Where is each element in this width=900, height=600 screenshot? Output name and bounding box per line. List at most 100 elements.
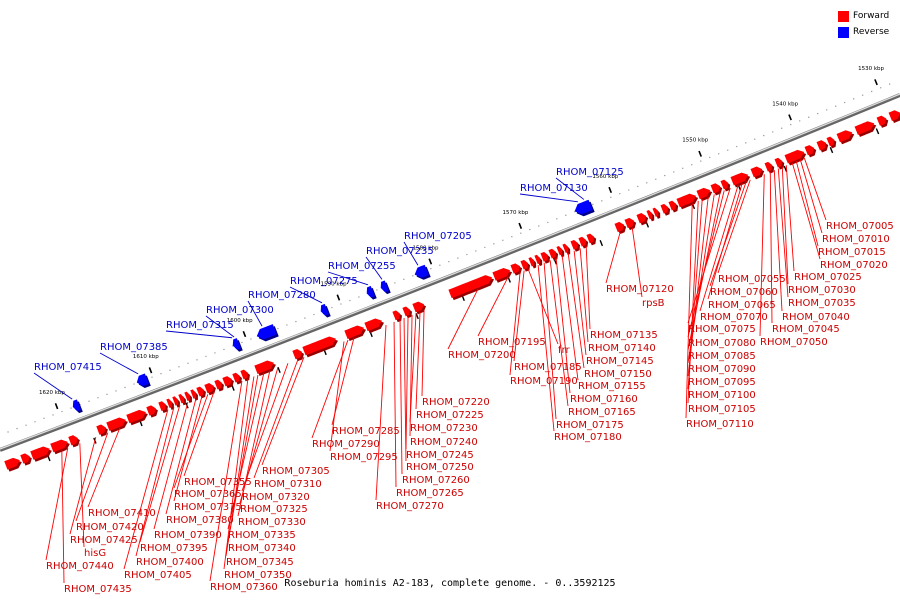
leader-line — [87, 427, 121, 508]
leader-line — [79, 443, 85, 548]
gene-label: RHOM_07045 — [772, 324, 840, 335]
gene-label: RHOM_07350 — [224, 570, 292, 581]
gene-label: RHOM_07020 — [820, 260, 888, 271]
gene-label: RHOM_07225 — [416, 410, 484, 421]
minor-tick — [556, 218, 558, 220]
gene-label: RHOM_07230 — [410, 423, 478, 434]
minor-tick — [412, 275, 414, 277]
leader-line — [247, 300, 263, 327]
minor-tick — [817, 112, 819, 115]
reverse-swatch — [838, 26, 849, 38]
leader-line — [685, 203, 693, 419]
axis-tick-label: 1590 kbp — [321, 281, 347, 287]
major-tick — [608, 186, 613, 194]
reverse-gene — [414, 264, 429, 278]
gene-label: RHOM_07400 — [136, 557, 204, 568]
minor-tick — [115, 390, 117, 392]
leader-line — [69, 437, 97, 535]
leader-line — [399, 319, 403, 475]
forward-gene — [204, 383, 214, 394]
leader-line — [585, 245, 591, 330]
minor-tick — [277, 327, 279, 330]
forward-gene — [660, 203, 669, 214]
gene-label: RHOM_07165 — [568, 407, 636, 418]
forward-gene — [570, 239, 579, 250]
leader-line — [409, 313, 417, 423]
gene-label: RHOM_07070 — [700, 312, 768, 323]
forward-gene — [774, 157, 783, 168]
major-tick — [336, 294, 341, 301]
forward-gene — [540, 251, 549, 262]
forward-gene — [184, 391, 190, 402]
leader-line — [513, 270, 525, 362]
forward-gene — [888, 110, 900, 121]
forward-gene — [172, 396, 178, 406]
axis-tick-label: 1560 kbp — [592, 174, 618, 180]
forward-gene — [876, 115, 887, 126]
reverse-gene — [232, 338, 241, 350]
leader-line — [509, 272, 521, 376]
forward-gene — [30, 446, 50, 460]
gene-label: RHOM_07425 — [70, 535, 138, 546]
minor-tick — [870, 90, 873, 93]
leader-line — [421, 310, 425, 397]
forward-gene — [636, 213, 647, 224]
leader-line — [605, 232, 621, 284]
minor-tick — [745, 142, 747, 144]
forward-gene — [146, 405, 156, 416]
gene-labels: RHOM_07005 RHOM_07010 RHOM_07015 RHOM_07020… — [34, 167, 894, 595]
leader-line — [799, 159, 823, 234]
gene-label: RHOM_07075 — [688, 324, 756, 335]
genome-backbone-highlight — [0, 93, 900, 450]
minor-tick — [888, 83, 891, 85]
gene-label: RHOM_07440 — [46, 561, 114, 572]
gene-label: RHOM_07155 — [578, 381, 646, 392]
forward-gene — [804, 145, 815, 156]
leader-line — [555, 257, 571, 394]
minor-tick — [619, 192, 621, 195]
gene-label: RHOM_07080 — [688, 338, 756, 349]
minor-tick — [106, 393, 108, 396]
gene-label: RHOM_07110 — [686, 419, 754, 430]
gene-label: RHOM_07015 — [818, 247, 886, 258]
major-tick — [788, 114, 792, 121]
forward-gene — [402, 306, 411, 317]
minor-tick — [403, 278, 405, 281]
forward-gene — [578, 236, 587, 247]
gene-label: RHOM_07185 — [514, 362, 582, 373]
gene-label: RHOM_07150 — [584, 369, 652, 380]
gene-label: RHOM_07085 — [688, 351, 756, 362]
gene-label: RHOM_07055 — [718, 274, 786, 285]
leader-line — [165, 398, 197, 515]
gene-label: RHOM_07195 — [478, 337, 546, 348]
gene-label: rpsB — [642, 298, 665, 309]
gene-label: RHOM_07300 — [206, 305, 274, 316]
legend-forward: Forward — [838, 8, 889, 24]
forward-gene — [196, 386, 204, 397]
minor-tick — [52, 414, 54, 416]
gene-label: RHOM_07320 — [242, 492, 310, 503]
leader-line — [687, 191, 721, 351]
gene-label: RHOM_07235 — [366, 246, 434, 257]
gene-label: RHOM_07120 — [606, 284, 674, 295]
leader-line — [225, 376, 255, 557]
gene-label: RHOM_07275 — [290, 276, 358, 287]
forward-gene — [836, 130, 853, 143]
leader-line — [33, 372, 73, 400]
leader-line — [803, 157, 827, 221]
forward-gene — [720, 179, 729, 190]
minor-tick — [790, 123, 792, 126]
gene-label: RHOM_07090 — [688, 364, 756, 375]
reverse-gene — [380, 280, 389, 293]
axis-tick-label: 1540 kbp — [772, 101, 798, 107]
gene-label: RHOM_07160 — [570, 394, 638, 405]
gene-label: RHOM_07010 — [822, 234, 890, 245]
leader-line — [791, 162, 821, 260]
minor-tick — [349, 299, 351, 302]
leader-line — [781, 166, 789, 285]
leader-line — [173, 396, 203, 502]
forward-gene — [586, 233, 595, 244]
minor-tick — [520, 232, 522, 234]
gene-label: RHOM_07340 — [228, 543, 296, 554]
minor-tick — [673, 171, 675, 173]
